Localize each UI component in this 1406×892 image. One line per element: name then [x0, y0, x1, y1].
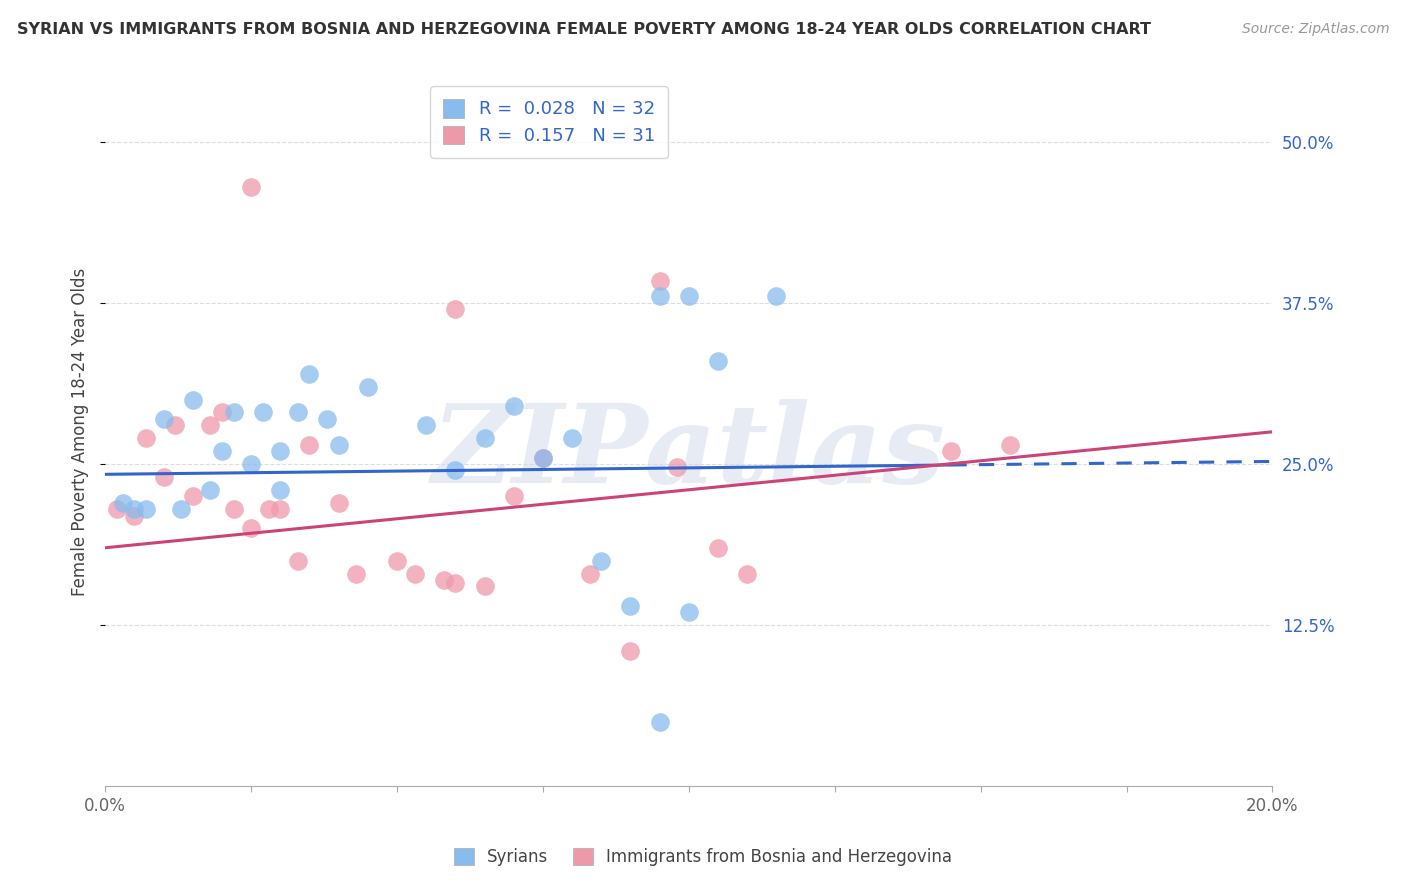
Point	[648, 274, 671, 288]
Point	[648, 714, 671, 729]
Point	[678, 289, 700, 303]
Point	[415, 418, 437, 433]
Point	[619, 644, 641, 658]
Text: ZIPatlas: ZIPatlas	[432, 400, 946, 507]
Point	[707, 541, 730, 555]
Point	[648, 289, 671, 303]
Point	[152, 412, 174, 426]
Point	[269, 444, 291, 458]
Point	[287, 405, 309, 419]
Point	[941, 444, 963, 458]
Point	[111, 496, 134, 510]
Point	[181, 392, 204, 407]
Text: SYRIAN VS IMMIGRANTS FROM BOSNIA AND HERZEGOVINA FEMALE POVERTY AMONG 18-24 YEAR: SYRIAN VS IMMIGRANTS FROM BOSNIA AND HER…	[17, 22, 1152, 37]
Point	[444, 575, 467, 590]
Point	[404, 566, 426, 581]
Legend: Syrians, Immigrants from Bosnia and Herzegovina: Syrians, Immigrants from Bosnia and Herz…	[446, 840, 960, 875]
Point	[385, 554, 408, 568]
Point	[124, 502, 146, 516]
Point	[252, 405, 274, 419]
Point	[105, 502, 128, 516]
Point	[474, 579, 496, 593]
Point	[591, 554, 613, 568]
Point	[765, 289, 787, 303]
Point	[444, 463, 467, 477]
Point	[211, 444, 233, 458]
Point	[707, 354, 730, 368]
Point	[222, 502, 245, 516]
Point	[998, 438, 1021, 452]
Point	[433, 573, 456, 587]
Point	[269, 502, 291, 516]
Point	[165, 418, 187, 433]
Point	[181, 489, 204, 503]
Text: Source: ZipAtlas.com: Source: ZipAtlas.com	[1241, 22, 1389, 37]
Point	[240, 457, 263, 471]
Point	[328, 496, 350, 510]
Point	[531, 450, 554, 465]
Point	[222, 405, 245, 419]
Point	[474, 431, 496, 445]
Point	[152, 470, 174, 484]
Point	[531, 450, 554, 465]
Point	[578, 566, 600, 581]
Point	[135, 431, 157, 445]
Point	[287, 554, 309, 568]
Point	[561, 431, 583, 445]
Point	[298, 438, 321, 452]
Point	[678, 605, 700, 619]
Point	[211, 405, 233, 419]
Point	[135, 502, 157, 516]
Point	[619, 599, 641, 613]
Point	[316, 412, 339, 426]
Point	[200, 418, 222, 433]
Legend: R =  0.028   N = 32, R =  0.157   N = 31: R = 0.028 N = 32, R = 0.157 N = 31	[430, 87, 668, 158]
Point	[357, 380, 380, 394]
Y-axis label: Female Poverty Among 18-24 Year Olds: Female Poverty Among 18-24 Year Olds	[72, 268, 89, 596]
Point	[298, 367, 321, 381]
Point	[257, 502, 280, 516]
Point	[735, 566, 758, 581]
Point	[170, 502, 193, 516]
Point	[502, 489, 524, 503]
Point	[666, 459, 689, 474]
Point	[328, 438, 350, 452]
Point	[502, 399, 524, 413]
Point	[200, 483, 222, 497]
Point	[269, 483, 291, 497]
Point	[240, 180, 263, 194]
Point	[124, 508, 146, 523]
Point	[344, 566, 367, 581]
Point	[240, 521, 263, 535]
Point	[444, 302, 467, 317]
